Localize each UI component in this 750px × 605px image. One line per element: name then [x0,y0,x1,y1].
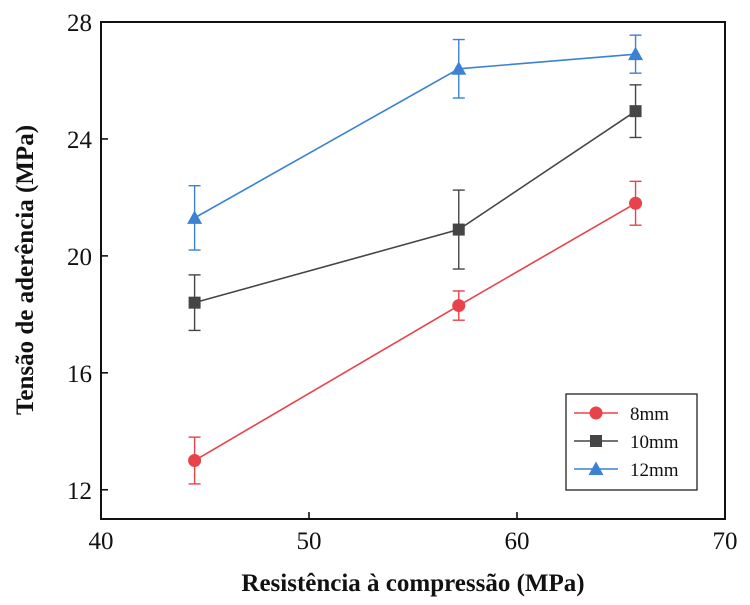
legend-item-10mm: 10mm [574,432,679,453]
legend-item-12mm: 12mm [574,460,679,481]
legend-marker [588,461,604,475]
data-point [188,454,202,468]
legend-item-8mm: 8mm [574,404,669,425]
legend-marker [589,406,603,420]
data-point [188,296,201,309]
y-tick-label: 24 [67,127,93,154]
legend-label: 8mm [630,404,669,425]
y-axis-title: Tensão de aderência (MPa) [12,125,39,415]
y-axis-ticks: 12 16 20 24 28 [67,10,108,505]
data-point [629,105,642,118]
x-tick-label: 60 [505,528,530,555]
series-12mm [187,34,644,251]
y-tick-label: 16 [67,361,92,388]
series-10mm [188,84,642,332]
data-point [452,299,466,313]
legend-items: 8mm 10mm 12mm [574,404,679,481]
x-axis-title: Resistência à compressão (MPa) [241,570,584,597]
x-tick-label: 40 [89,528,114,555]
data-point [451,61,467,75]
y-tick-label: 28 [67,10,92,37]
legend-marker [590,435,602,447]
legend-label: 12mm [630,460,679,481]
x-tick-label: 50 [297,528,322,555]
data-point [187,210,203,224]
y-tick-label: 12 [67,478,92,505]
legend: 8mm 10mm 12mm [565,393,698,491]
data-point [452,223,465,236]
y-tick-label: 20 [67,244,92,271]
data-point [628,46,644,61]
x-tick-label: 70 [713,528,738,555]
x-axis-ticks: 40 50 60 70 [89,512,738,555]
series-layer [187,34,644,485]
data-point [629,196,643,210]
series-8mm [188,180,643,485]
legend-label: 10mm [630,432,679,453]
legend-box [565,393,698,491]
